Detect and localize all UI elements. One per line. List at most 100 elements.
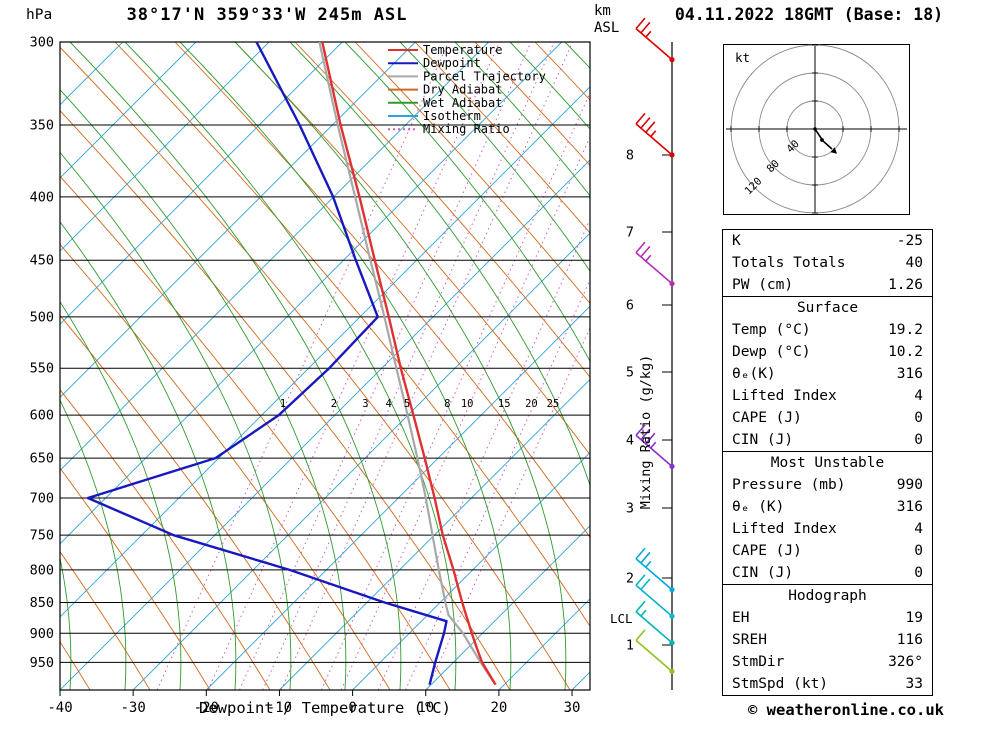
table-row: EH 19 [723, 607, 932, 629]
km-tick-label: 4 [626, 433, 634, 449]
legend-item-label: Temperature [423, 43, 502, 57]
table-row: CIN (J) 0 [723, 429, 932, 451]
parcel-trajectory-curve [318, 42, 497, 686]
table-section: Hodograph EH 19 SREH 116 StmDir 326° StmSpd (kt… [722, 585, 933, 696]
wet-adiabat-line [399, 42, 590, 273]
table-section-title: Most Unstable [770, 455, 885, 471]
wet-adiabat-line [60, 556, 72, 690]
isotherm-line [60, 42, 489, 472]
page-title: 38°17'N 359°33'W 245m ASL [126, 5, 408, 25]
pressure-unit-label: hPa [26, 7, 53, 23]
table-row-value: 0 [914, 432, 923, 448]
dry-adiabat-line [60, 550, 151, 690]
table-row-value: 4 [914, 521, 923, 537]
isotherm-line [60, 42, 197, 179]
km-tick-label: 7 [626, 225, 634, 241]
wind-barb [635, 629, 675, 674]
axis-labels: 1 2 3 4 5 8 10 15 20 2530035040045050055060065070… [30, 35, 634, 717]
sounding-profiles [86, 42, 497, 686]
temp-tick-label: 10 [417, 700, 434, 716]
table-row-label: θₑ(K) [732, 366, 776, 382]
table-section-title: Surface [796, 300, 859, 316]
dry-adiabat-line [60, 467, 211, 690]
table-row-value: 316 [896, 499, 923, 515]
hodograph-ring-label: 40 [784, 138, 801, 155]
pressure-tick-label: 500 [30, 309, 54, 325]
dry-adiabat-line [174, 42, 590, 539]
wet-adiabat-line [234, 42, 567, 690]
background-lines [60, 42, 700, 690]
table-row-value: 116 [896, 632, 923, 648]
table-row: Pressure (mb) 990 [723, 474, 932, 496]
dewpoint-curve [86, 42, 448, 685]
temp-tick-label: 30 [564, 700, 581, 716]
mixing-ratio-line [238, 42, 532, 690]
mixing-ratio-value-label: 25 [547, 398, 560, 410]
wind-barb [635, 17, 675, 63]
table-row-label: PW (cm) [732, 277, 794, 293]
table-row-value: 990 [896, 477, 923, 493]
dry-adiabat-line [60, 243, 391, 690]
mixing-ratio-value-label: 2 [331, 398, 337, 410]
isotherm-line [60, 42, 416, 399]
mixing-ratio-value-label: 15 [498, 398, 511, 410]
wind-barb [635, 112, 675, 158]
pressure-grid [59, 41, 591, 696]
legend-item-label: Wet Adiabat [423, 96, 502, 110]
dry-adiabat-line [655, 42, 700, 690]
table-row: PW (cm) 1.26 [723, 274, 932, 296]
table-row: Lifted Index 4 [723, 518, 932, 540]
wind-barb [635, 600, 675, 646]
pressure-tick-label: 350 [30, 117, 54, 133]
table-row-value: -25 [896, 233, 923, 249]
temperature-curve [321, 42, 497, 686]
dry-adiabat-line [114, 42, 590, 628]
temp-tick-label: -40 [47, 700, 72, 716]
table-row-value: 1.26 [888, 277, 923, 293]
wet-adiabat-line [344, 42, 590, 363]
wet-adiabat-line [69, 42, 402, 690]
mixing-ratio-line [262, 42, 555, 690]
temp-tick-label: 0 [348, 700, 356, 716]
table-row-label: StmDir [732, 654, 785, 670]
table-row-value: 19 [905, 610, 923, 626]
wet-adiabat-line [289, 42, 590, 487]
wet-adiabat-line [179, 42, 512, 690]
wet-adiabat-line [60, 89, 347, 690]
table-row-value: 33 [905, 676, 923, 692]
table-row-label: StmSpd (kt) [732, 676, 829, 692]
km-tick-label: 2 [626, 571, 634, 587]
wind-barb [635, 574, 675, 619]
table-row: K -25 [723, 230, 932, 252]
wind-barb [635, 424, 675, 469]
table-row: StmSpd (kt) 33 [723, 673, 932, 695]
pressure-tick-label: 650 [30, 451, 54, 467]
pressure-tick-label: 400 [30, 189, 54, 205]
copyright: © weatheronline.co.uk [748, 701, 944, 719]
table-row-label: Lifted Index [732, 521, 837, 537]
wet-adiabat-line [60, 221, 237, 690]
mixing-ratio-value-label: 3 [362, 398, 368, 410]
plot-frame [59, 41, 591, 691]
table-row-label: Lifted Index [732, 388, 837, 404]
table-row-value: 0 [914, 543, 923, 559]
table-row: θₑ(K) 316 [723, 363, 932, 385]
dry-adiabat-line [354, 42, 590, 305]
isotherm-line [60, 42, 270, 252]
table-row-label: SREH [732, 632, 767, 648]
mixing-ratio-line [280, 42, 574, 690]
mixing-ratio-line [404, 278, 590, 690]
km-tick-label: 1 [626, 638, 634, 654]
temp-tick-label: -10 [267, 700, 292, 716]
isotherm-line [205, 305, 590, 690]
wind-barb [635, 241, 675, 287]
table-row: θₑ (K) 316 [723, 496, 932, 518]
pressure-tick-label: 700 [30, 491, 54, 507]
dry-adiabat-line [60, 175, 451, 690]
lcl-label: LCL [610, 611, 633, 626]
table-section: Surface Temp (°C) 19.2 Dewp (°C) 10.2 θₑ(K) 31… [722, 297, 933, 452]
